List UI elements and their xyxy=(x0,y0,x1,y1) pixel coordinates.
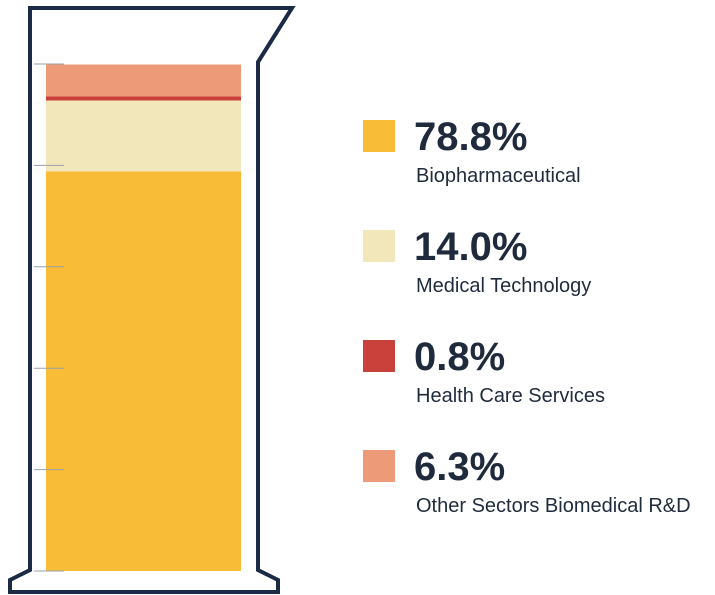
legend-value: 14.0% xyxy=(414,225,527,269)
legend-label: Medical Technology xyxy=(416,275,591,297)
legend-label: Health Care Services xyxy=(416,385,605,407)
legend-value: 6.3% xyxy=(414,445,505,489)
legend-swatch xyxy=(363,450,395,482)
legend-label: Biopharmaceutical xyxy=(416,165,581,187)
legend-swatch xyxy=(363,230,395,262)
chart: 78.8% Biopharmaceutical 14.0% Medical Techn… xyxy=(0,0,715,595)
bar-segment xyxy=(46,101,241,172)
legend-value: 0.8% xyxy=(414,335,505,379)
legend: 78.8% Biopharmaceutical 14.0% Medical Techn… xyxy=(363,115,691,517)
bar-segment xyxy=(46,65,241,97)
legend-swatch xyxy=(363,120,395,152)
bar-segment xyxy=(46,96,241,100)
legend-value: 78.8% xyxy=(414,115,527,159)
legend-swatch xyxy=(363,340,395,372)
cylinder-fill xyxy=(46,65,241,571)
bar-segment xyxy=(46,171,241,571)
legend-label: Other Sectors Biomedical R&D xyxy=(416,495,691,517)
